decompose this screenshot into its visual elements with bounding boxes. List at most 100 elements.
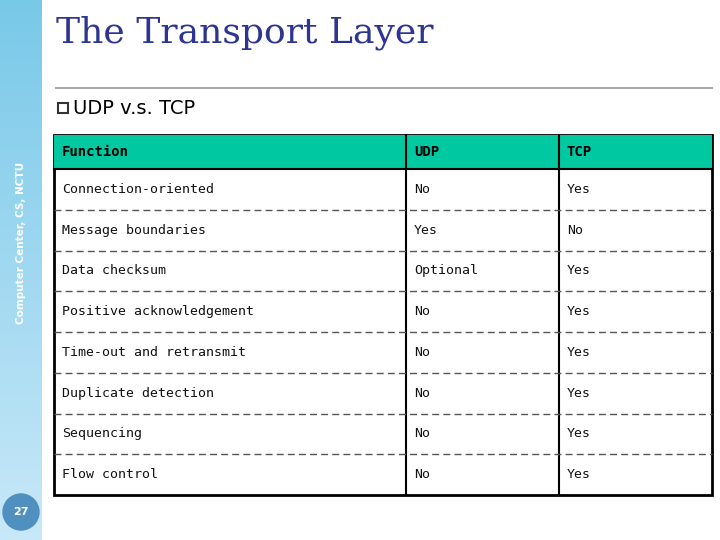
Bar xyxy=(0,224,42,227)
Bar xyxy=(0,213,42,216)
Bar xyxy=(0,211,42,213)
Bar xyxy=(0,308,42,310)
Bar xyxy=(0,502,42,505)
Bar xyxy=(0,505,42,508)
Bar xyxy=(0,200,42,202)
Bar xyxy=(0,208,42,211)
Bar xyxy=(0,16,42,19)
Bar xyxy=(0,116,42,119)
Bar xyxy=(0,273,42,275)
Bar xyxy=(0,59,42,62)
Bar xyxy=(0,132,42,135)
Bar xyxy=(0,267,42,270)
Bar xyxy=(0,302,42,305)
Bar xyxy=(0,367,42,370)
Bar xyxy=(0,321,42,324)
Bar xyxy=(0,319,42,321)
Bar xyxy=(0,254,42,256)
Bar xyxy=(0,256,42,259)
Bar xyxy=(0,3,42,5)
Bar xyxy=(0,146,42,148)
Bar xyxy=(0,405,42,408)
Bar xyxy=(0,97,42,100)
Text: The Transport Layer: The Transport Layer xyxy=(56,15,433,50)
Text: Computer Center, CS, NCTU: Computer Center, CS, NCTU xyxy=(16,162,26,324)
Bar xyxy=(0,65,42,68)
Bar xyxy=(0,178,42,181)
Bar xyxy=(0,521,42,524)
Bar xyxy=(0,440,42,443)
Bar xyxy=(0,92,42,94)
Bar xyxy=(0,68,42,70)
Bar xyxy=(0,113,42,116)
Bar xyxy=(0,454,42,456)
Text: Yes: Yes xyxy=(567,387,590,400)
Bar xyxy=(0,38,42,40)
Text: Time-out and retransmit: Time-out and retransmit xyxy=(62,346,246,359)
Text: 27: 27 xyxy=(13,507,29,517)
Bar xyxy=(0,351,42,354)
Text: Data checksum: Data checksum xyxy=(62,265,166,278)
Bar xyxy=(0,489,42,491)
Text: Sequencing: Sequencing xyxy=(62,427,142,441)
Text: Duplicate detection: Duplicate detection xyxy=(62,387,214,400)
Bar xyxy=(54,135,712,169)
Bar xyxy=(0,373,42,375)
Bar xyxy=(0,230,42,232)
Bar xyxy=(0,335,42,338)
Bar xyxy=(0,103,42,105)
Bar xyxy=(0,327,42,329)
Bar xyxy=(0,170,42,173)
Bar xyxy=(0,316,42,319)
Bar xyxy=(0,394,42,397)
Bar xyxy=(0,148,42,151)
Text: No: No xyxy=(414,346,430,359)
Circle shape xyxy=(3,494,39,530)
Bar xyxy=(0,370,42,373)
Bar xyxy=(0,524,42,526)
Bar xyxy=(0,381,42,383)
Bar xyxy=(0,119,42,122)
Bar xyxy=(0,346,42,348)
Bar xyxy=(0,513,42,516)
Bar xyxy=(0,292,42,294)
Bar xyxy=(0,537,42,540)
Text: Yes: Yes xyxy=(414,224,438,237)
Bar xyxy=(0,127,42,130)
Bar xyxy=(0,19,42,22)
Bar xyxy=(0,278,42,281)
Bar xyxy=(0,324,42,327)
Bar xyxy=(0,30,42,32)
Bar xyxy=(0,43,42,46)
Bar xyxy=(0,497,42,500)
Bar xyxy=(0,162,42,165)
Bar xyxy=(0,383,42,386)
Bar xyxy=(0,232,42,235)
Bar xyxy=(0,265,42,267)
Bar xyxy=(0,151,42,154)
Bar xyxy=(0,86,42,89)
Bar xyxy=(0,192,42,194)
Text: Yes: Yes xyxy=(567,468,590,481)
Bar xyxy=(0,251,42,254)
Bar xyxy=(0,427,42,429)
Bar xyxy=(0,500,42,502)
Bar xyxy=(0,11,42,14)
Bar xyxy=(0,108,42,111)
Bar xyxy=(0,332,42,335)
Bar xyxy=(0,216,42,219)
Bar xyxy=(0,448,42,451)
Text: UDP v.s. TCP: UDP v.s. TCP xyxy=(73,98,195,118)
Bar xyxy=(0,416,42,418)
Bar xyxy=(0,343,42,346)
Bar xyxy=(0,221,42,224)
Text: TCP: TCP xyxy=(567,145,592,159)
Text: Connection-oriented: Connection-oriented xyxy=(62,183,214,196)
Bar xyxy=(0,486,42,489)
Bar xyxy=(0,105,42,108)
Text: Positive acknowledgement: Positive acknowledgement xyxy=(62,305,254,318)
Bar xyxy=(0,475,42,478)
Bar xyxy=(0,227,42,229)
Bar xyxy=(0,0,42,3)
Bar xyxy=(0,443,42,445)
